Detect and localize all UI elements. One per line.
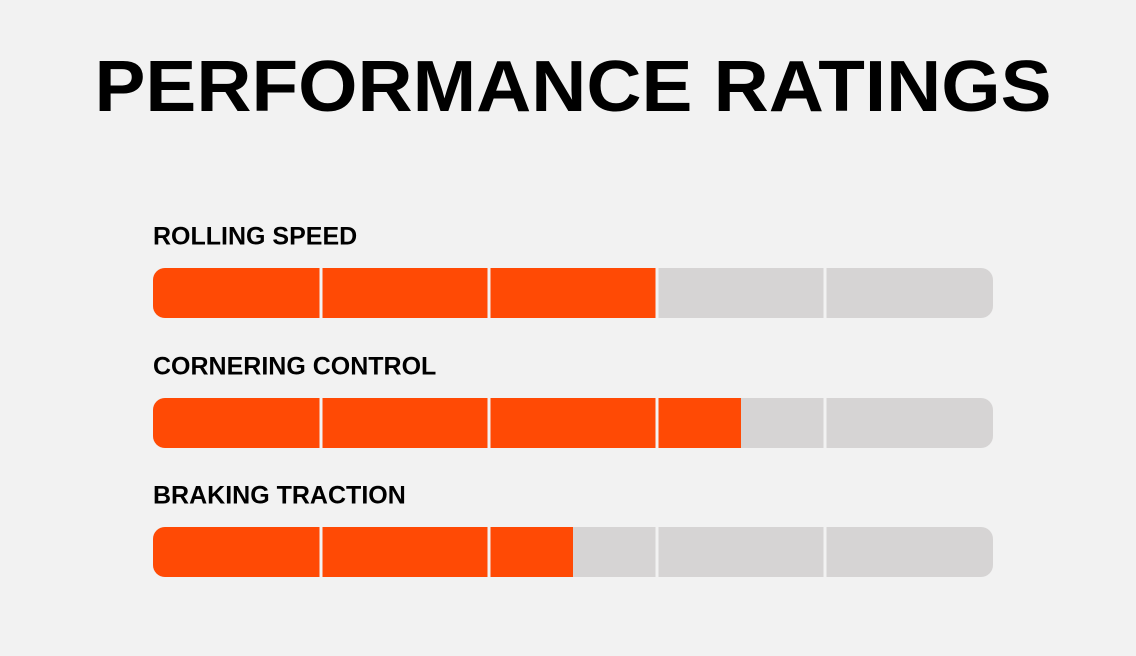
category-label: ROLLING SPEED xyxy=(153,223,357,251)
bar xyxy=(153,398,741,448)
rating-bar xyxy=(153,268,993,318)
category-label: BRAKING TRACTION xyxy=(153,482,406,510)
bar xyxy=(153,268,657,318)
chart-title: PERFORMANCE RATINGS xyxy=(95,47,1052,127)
bar xyxy=(153,527,573,577)
rating-bar xyxy=(153,527,993,577)
category-label: CORNERING CONTROL xyxy=(153,353,436,381)
rating-bar xyxy=(153,398,993,448)
